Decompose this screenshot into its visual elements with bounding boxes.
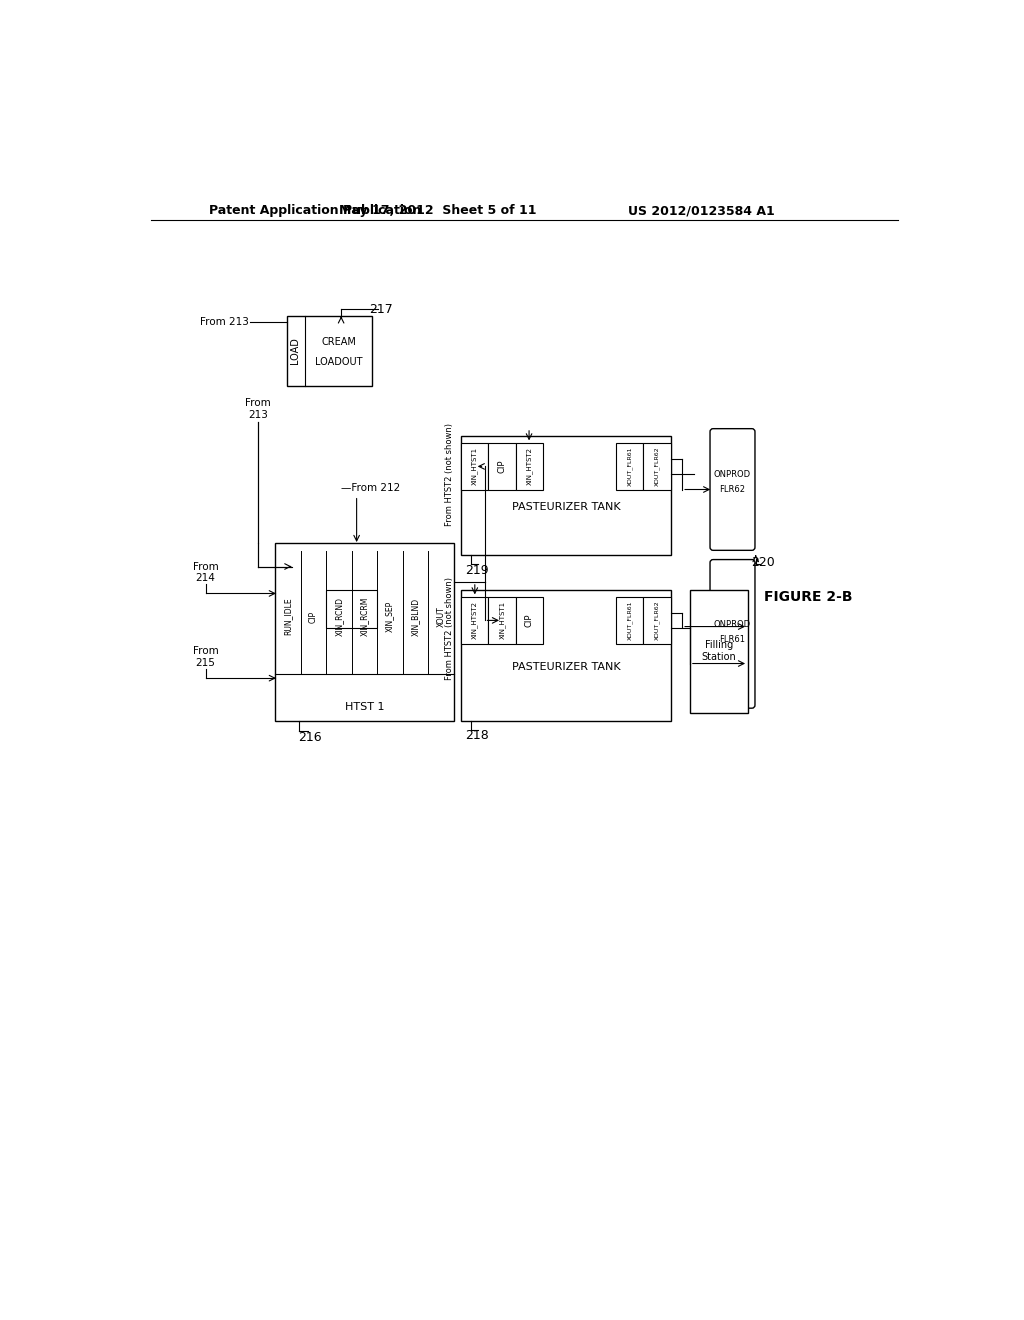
Text: RUN_IDLE: RUN_IDLE [284,598,293,635]
Text: XIN_HTST1: XIN_HTST1 [499,602,505,639]
Text: FIGURE 2-B: FIGURE 2-B [764,590,852,605]
Text: PASTEURIZER TANK: PASTEURIZER TANK [512,502,621,512]
FancyBboxPatch shape [710,429,755,550]
Text: XIN_HTST2: XIN_HTST2 [471,602,478,639]
Text: FLR61: FLR61 [720,635,745,644]
Text: 216: 216 [298,731,322,744]
Bar [690,590,748,713]
Bar [488,444,515,490]
Text: XOUT_FLR61: XOUT_FLR61 [627,446,633,486]
Bar [515,444,543,490]
Bar [287,317,372,385]
Text: XOUT_FLR62: XOUT_FLR62 [654,446,659,486]
Text: Patent Application Publication: Patent Application Publication [209,205,422,218]
Text: XIN_RCND: XIN_RCND [335,597,343,636]
Text: US 2012/0123584 A1: US 2012/0123584 A1 [628,205,775,218]
Bar [643,444,671,490]
Bar [461,590,671,721]
Text: CIP: CIP [524,614,534,627]
Text: PASTEURIZER TANK: PASTEURIZER TANK [512,661,621,672]
Text: From HTST2 (not shown): From HTST2 (not shown) [445,577,454,680]
Text: 218: 218 [465,730,488,742]
Bar [616,597,643,644]
Text: From 213: From 213 [200,317,249,327]
Text: FLR62: FLR62 [720,484,745,494]
Text: XIN_HTST1: XIN_HTST1 [471,447,478,486]
Text: From HTST2 (not shown): From HTST2 (not shown) [445,422,454,525]
Text: HTST 1: HTST 1 [345,702,384,711]
Text: XIN_HTST2: XIN_HTST2 [525,447,532,486]
Text: CREAM: CREAM [322,337,356,347]
Text: 219: 219 [465,564,488,577]
Text: From: From [246,399,271,408]
Text: Filling
Station: Filling Station [701,640,736,663]
Text: ONPROD: ONPROD [714,470,751,479]
Bar [488,597,515,644]
Text: LOAD: LOAD [291,338,300,364]
Text: 214: 214 [196,573,215,583]
Bar [515,597,543,644]
Text: 213: 213 [248,409,268,420]
Text: From: From [193,561,218,572]
Bar [327,590,377,628]
Text: ONPROD: ONPROD [714,620,751,628]
Text: —From 212: —From 212 [341,483,400,492]
Bar [643,597,671,644]
Text: CIP: CIP [498,459,507,473]
Text: May 17, 2012  Sheet 5 of 11: May 17, 2012 Sheet 5 of 11 [339,205,537,218]
Text: XOUT_FLR62: XOUT_FLR62 [654,601,659,640]
Text: From: From [193,647,218,656]
FancyBboxPatch shape [710,560,755,708]
Text: 220: 220 [752,556,775,569]
Text: XIN_BLND: XIN_BLND [411,598,420,636]
Text: CIP: CIP [309,610,317,623]
Text: XIN_RCRM: XIN_RCRM [359,597,369,636]
Bar [461,436,671,554]
Text: XOUT: XOUT [436,606,445,627]
Text: 217: 217 [370,302,393,315]
Bar [275,544,454,721]
Text: LOADOUT: LOADOUT [315,358,362,367]
Text: XOUT_FLR61: XOUT_FLR61 [627,601,633,640]
Text: XIN_SEP: XIN_SEP [385,601,394,632]
Bar [616,444,643,490]
Bar [461,444,488,490]
Text: 215: 215 [196,657,215,668]
Bar [461,597,488,644]
